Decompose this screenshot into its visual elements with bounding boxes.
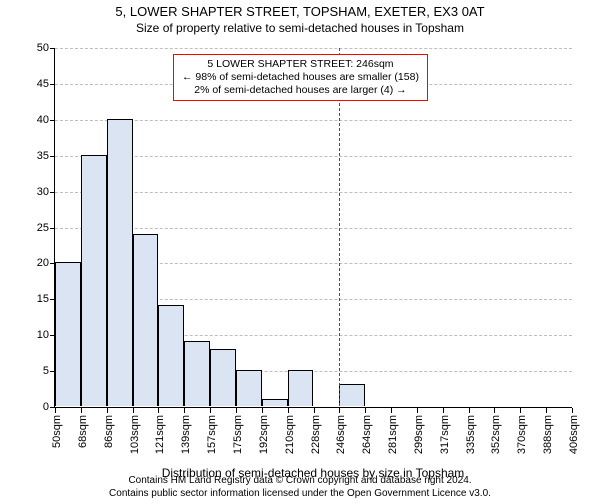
- histogram-bar: [55, 262, 81, 406]
- y-tick-mark: [50, 84, 55, 85]
- x-tick-label: 299sqm: [417, 376, 429, 415]
- y-tick-mark: [50, 120, 55, 121]
- grid-line: [55, 228, 572, 229]
- x-tick-label: 370sqm: [520, 376, 532, 415]
- y-tick-label: 40: [27, 114, 49, 126]
- x-tick-label: 352sqm: [494, 376, 506, 415]
- x-tick-label: 228sqm: [314, 376, 326, 415]
- y-tick-mark: [50, 48, 55, 49]
- x-tick-label: 281sqm: [391, 376, 403, 415]
- histogram-bar: [158, 305, 184, 406]
- chart-area: Number of semi-detached properties 05101…: [54, 48, 572, 408]
- y-tick-label: 20: [27, 257, 49, 269]
- chart-subtitle: Size of property relative to semi-detach…: [0, 21, 600, 35]
- marker-line: [339, 48, 340, 406]
- histogram-bar: [133, 234, 159, 406]
- histogram-bar: [339, 384, 365, 406]
- info-box: 5 LOWER SHAPTER STREET: 246sqm← 98% of s…: [173, 54, 428, 101]
- footer: Contains HM Land Registry data © Crown c…: [0, 475, 600, 500]
- x-tick-label: 264sqm: [365, 376, 377, 415]
- x-tick-label: 388sqm: [546, 376, 558, 415]
- y-tick-label: 25: [27, 222, 49, 234]
- footer-line-1: Contains HM Land Registry data © Crown c…: [0, 475, 600, 488]
- y-tick-label: 45: [27, 78, 49, 90]
- info-box-line: 2% of semi-detached houses are larger (4…: [182, 84, 419, 97]
- y-tick-mark: [50, 192, 55, 193]
- histogram-bar: [210, 349, 236, 406]
- histogram-bar: [184, 341, 210, 406]
- histogram-bar: [81, 155, 107, 406]
- footer-line-2: Contains public sector information licen…: [0, 488, 600, 501]
- grid-line: [55, 48, 572, 49]
- info-box-line: ← 98% of semi-detached houses are smalle…: [182, 71, 419, 84]
- plot-area: 0510152025303540455050sqm68sqm86sqm103sq…: [54, 48, 572, 408]
- y-tick-label: 5: [27, 365, 49, 377]
- info-box-line: 5 LOWER SHAPTER STREET: 246sqm: [182, 58, 419, 71]
- histogram-bar: [107, 119, 133, 406]
- y-tick-label: 50: [27, 42, 49, 54]
- y-tick-label: 10: [27, 329, 49, 341]
- histogram-bar: [262, 399, 288, 406]
- grid-line: [55, 120, 572, 121]
- y-tick-label: 30: [27, 186, 49, 198]
- y-tick-mark: [50, 228, 55, 229]
- x-tick-label: 192sqm: [262, 376, 274, 415]
- x-tick-label: 317sqm: [443, 376, 455, 415]
- x-tick-label: 406sqm: [572, 376, 584, 415]
- y-tick-label: 0: [27, 401, 49, 413]
- x-tick-label: 335sqm: [469, 376, 481, 415]
- grid-line: [55, 192, 572, 193]
- y-tick-mark: [50, 156, 55, 157]
- chart-container: 5, LOWER SHAPTER STREET, TOPSHAM, EXETER…: [0, 4, 600, 504]
- histogram-bar: [236, 370, 262, 406]
- chart-title: 5, LOWER SHAPTER STREET, TOPSHAM, EXETER…: [0, 4, 600, 19]
- histogram-bar: [288, 370, 314, 406]
- y-tick-label: 35: [27, 150, 49, 162]
- y-tick-label: 15: [27, 293, 49, 305]
- grid-line: [55, 156, 572, 157]
